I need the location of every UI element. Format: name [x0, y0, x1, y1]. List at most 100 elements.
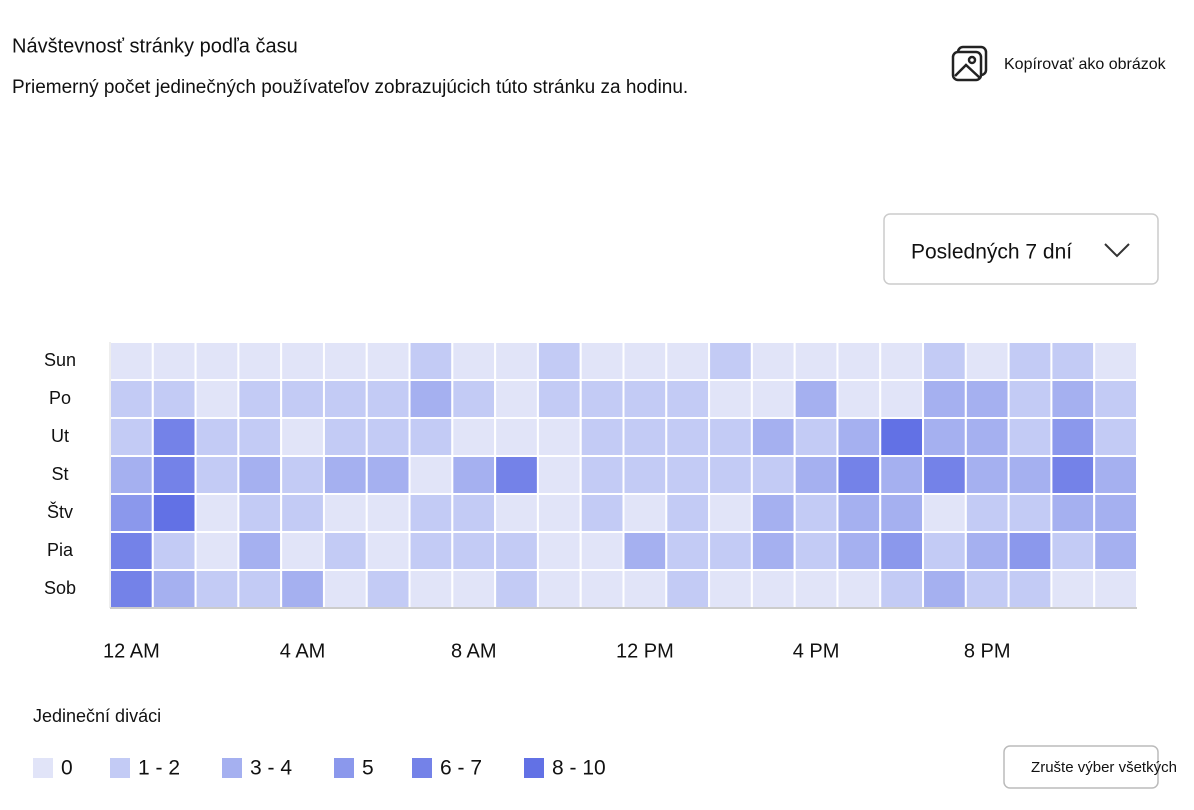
cell: [109, 569, 154, 609]
cell: [280, 379, 325, 419]
legend-swatch: [222, 758, 242, 778]
cell: [237, 341, 283, 381]
cell: [237, 417, 283, 457]
cell: [1093, 379, 1139, 419]
range-select-label[interactable]: Posledných 7 dní: [911, 241, 1072, 264]
cell: [365, 493, 411, 533]
chevron[interactable]: [1104, 243, 1130, 258]
cell: [494, 493, 539, 533]
cell: [579, 417, 625, 457]
copy-icon[interactable]: [951, 45, 988, 82]
cell: [922, 493, 967, 533]
cell: [408, 455, 454, 495]
cell: [408, 417, 454, 457]
cell: [622, 379, 668, 419]
cell: [579, 493, 625, 533]
cell: [1050, 455, 1096, 495]
cell: [879, 455, 925, 495]
cell: [579, 455, 625, 495]
cell: [280, 417, 325, 457]
clear-button-label[interactable]: Zrušte výber všetkých: [1031, 759, 1177, 776]
cell: [964, 493, 1010, 533]
y-tick-label: Sun: [44, 350, 76, 370]
cell: [922, 531, 967, 571]
legend-title: Jedineční diváci: [33, 706, 161, 726]
cell: [665, 379, 711, 419]
cell: [665, 417, 711, 457]
cell: [536, 569, 582, 609]
cell: [365, 455, 411, 495]
cell: [151, 493, 197, 533]
legend-swatch: [33, 758, 53, 778]
cell: [237, 379, 283, 419]
cell: [708, 455, 753, 495]
cell: [280, 493, 325, 533]
x-tick-label: 12 AM: [103, 640, 160, 662]
cell: [665, 493, 711, 533]
cell: [836, 341, 882, 381]
cell: [708, 417, 753, 457]
cell: [708, 341, 753, 381]
cell: [322, 417, 368, 457]
cell: [408, 341, 454, 381]
cell: [922, 417, 967, 457]
cell: [536, 341, 582, 381]
range-select[interactable]: [883, 213, 1159, 285]
cell: [708, 569, 753, 609]
cell: [194, 379, 240, 419]
cell: [964, 569, 1010, 609]
cell: [408, 379, 454, 419]
legend-label: 3 - 4: [250, 757, 292, 780]
cell: [151, 531, 197, 571]
cell: [1007, 417, 1053, 457]
cell: [1093, 417, 1139, 457]
cell: [1050, 379, 1096, 419]
legend-label: 1 - 2: [138, 757, 180, 780]
cell: [836, 417, 882, 457]
y-tick-label: Štv: [47, 501, 73, 522]
cell: [665, 569, 711, 609]
cell: [708, 493, 753, 533]
cell: [879, 531, 925, 571]
cell: [280, 531, 325, 571]
x-tick-label: 8 AM: [451, 640, 497, 662]
cell: [494, 417, 539, 457]
cell: [964, 417, 1010, 457]
cell: [1007, 569, 1053, 609]
cell: [151, 417, 197, 457]
cell: [451, 493, 497, 533]
y-tick-label: Sob: [44, 578, 76, 598]
cell: [750, 417, 796, 457]
cell: [494, 455, 539, 495]
copy-button[interactable]: Kopírovať ako obrázok: [1004, 56, 1167, 73]
cell: [622, 341, 668, 381]
cell: [109, 379, 154, 419]
cell: [622, 493, 668, 533]
cell: [365, 417, 411, 457]
y-tick-label: Pia: [47, 540, 74, 560]
cell: [280, 455, 325, 495]
cell: [879, 417, 925, 457]
cell: [836, 531, 882, 571]
cell: [451, 417, 497, 457]
cell: [750, 493, 796, 533]
cell: [922, 569, 967, 609]
cell: [1093, 341, 1139, 381]
cell: [1007, 493, 1053, 533]
cell: [750, 379, 796, 419]
cell: [622, 531, 668, 571]
cell: [836, 493, 882, 533]
cell: [194, 531, 240, 571]
cell: [1093, 493, 1139, 533]
cell: [1007, 379, 1053, 419]
legend-swatch: [110, 758, 130, 778]
cell: [922, 455, 967, 495]
cell: [109, 417, 154, 457]
cell: [322, 493, 368, 533]
cell: [109, 531, 154, 571]
legend-swatch: [334, 758, 354, 778]
cell: [237, 493, 283, 533]
clear-button[interactable]: [1003, 745, 1159, 789]
cell: [836, 379, 882, 419]
